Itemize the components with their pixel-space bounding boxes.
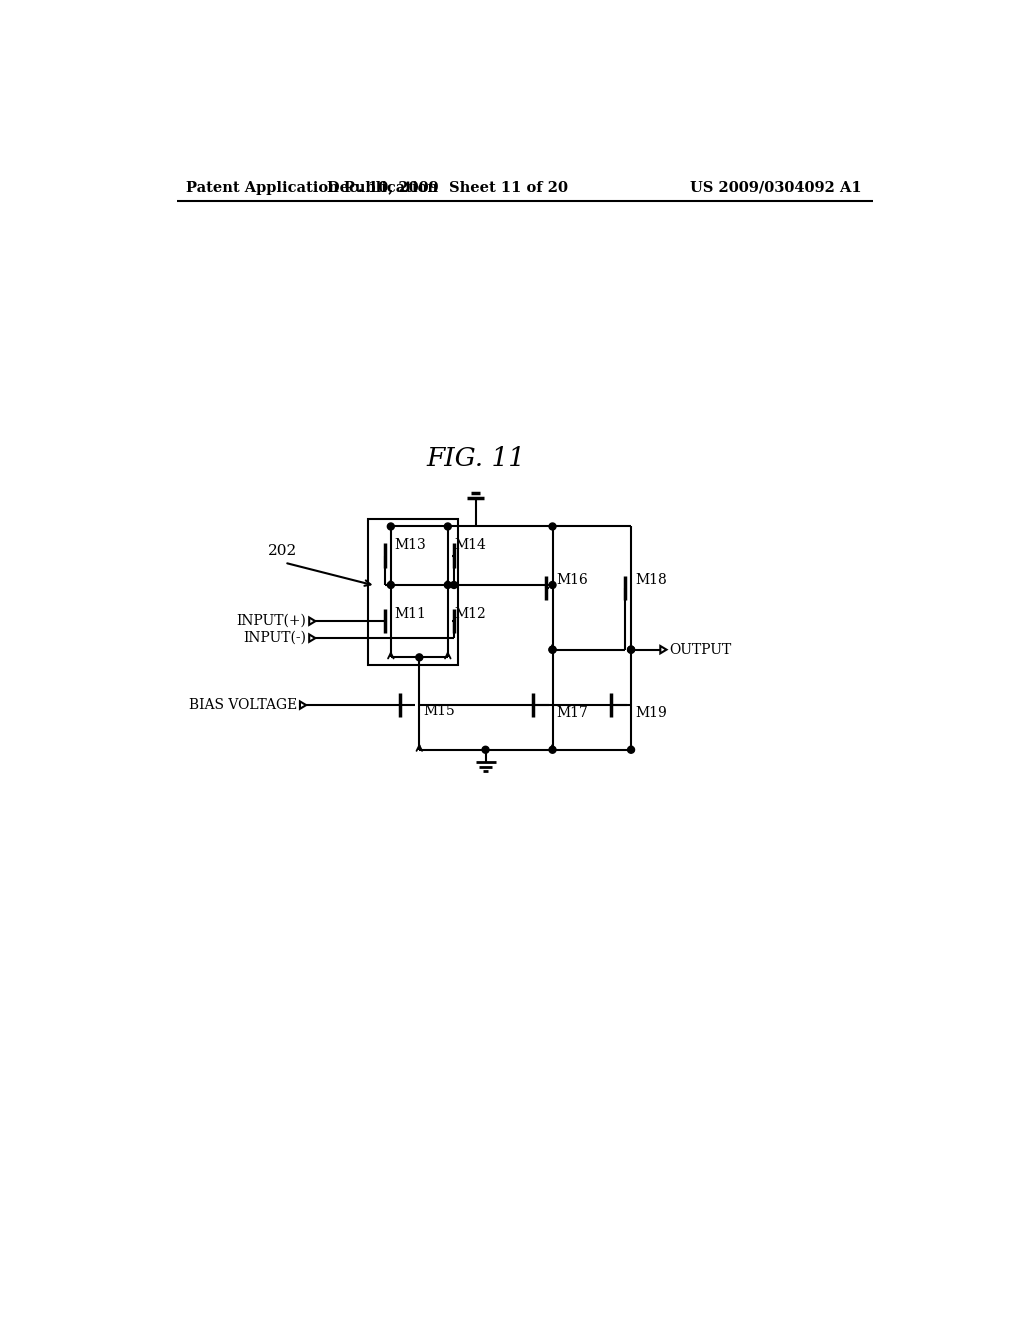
Text: Dec. 10, 2009  Sheet 11 of 20: Dec. 10, 2009 Sheet 11 of 20 (328, 181, 568, 194)
Circle shape (444, 582, 452, 589)
Text: BIAS VOLTAGE: BIAS VOLTAGE (188, 698, 297, 711)
Circle shape (451, 582, 458, 589)
Text: 202: 202 (267, 544, 297, 558)
Text: M18: M18 (635, 573, 667, 587)
Text: OUTPUT: OUTPUT (670, 643, 732, 656)
Text: INPUT(-): INPUT(-) (243, 631, 306, 645)
Text: M16: M16 (556, 573, 588, 587)
Circle shape (549, 523, 556, 529)
Text: Patent Application Publication: Patent Application Publication (186, 181, 438, 194)
Text: US 2009/0304092 A1: US 2009/0304092 A1 (690, 181, 862, 194)
Text: FIG. 11: FIG. 11 (426, 446, 525, 471)
Circle shape (482, 746, 489, 754)
Text: M11: M11 (394, 607, 426, 622)
Circle shape (628, 746, 635, 754)
Text: M13: M13 (394, 539, 426, 552)
Circle shape (387, 523, 394, 529)
Circle shape (549, 746, 556, 754)
Text: M15: M15 (423, 705, 455, 718)
Circle shape (549, 647, 556, 653)
Text: M14: M14 (454, 539, 485, 552)
Text: M12: M12 (454, 607, 485, 622)
Circle shape (549, 647, 556, 653)
Circle shape (628, 647, 635, 653)
Circle shape (416, 653, 423, 661)
Circle shape (387, 582, 394, 589)
Text: M19: M19 (635, 706, 667, 719)
Text: INPUT(+): INPUT(+) (237, 614, 306, 628)
Text: M17: M17 (556, 706, 588, 719)
Circle shape (444, 523, 452, 529)
Circle shape (628, 647, 635, 653)
Circle shape (549, 582, 556, 589)
